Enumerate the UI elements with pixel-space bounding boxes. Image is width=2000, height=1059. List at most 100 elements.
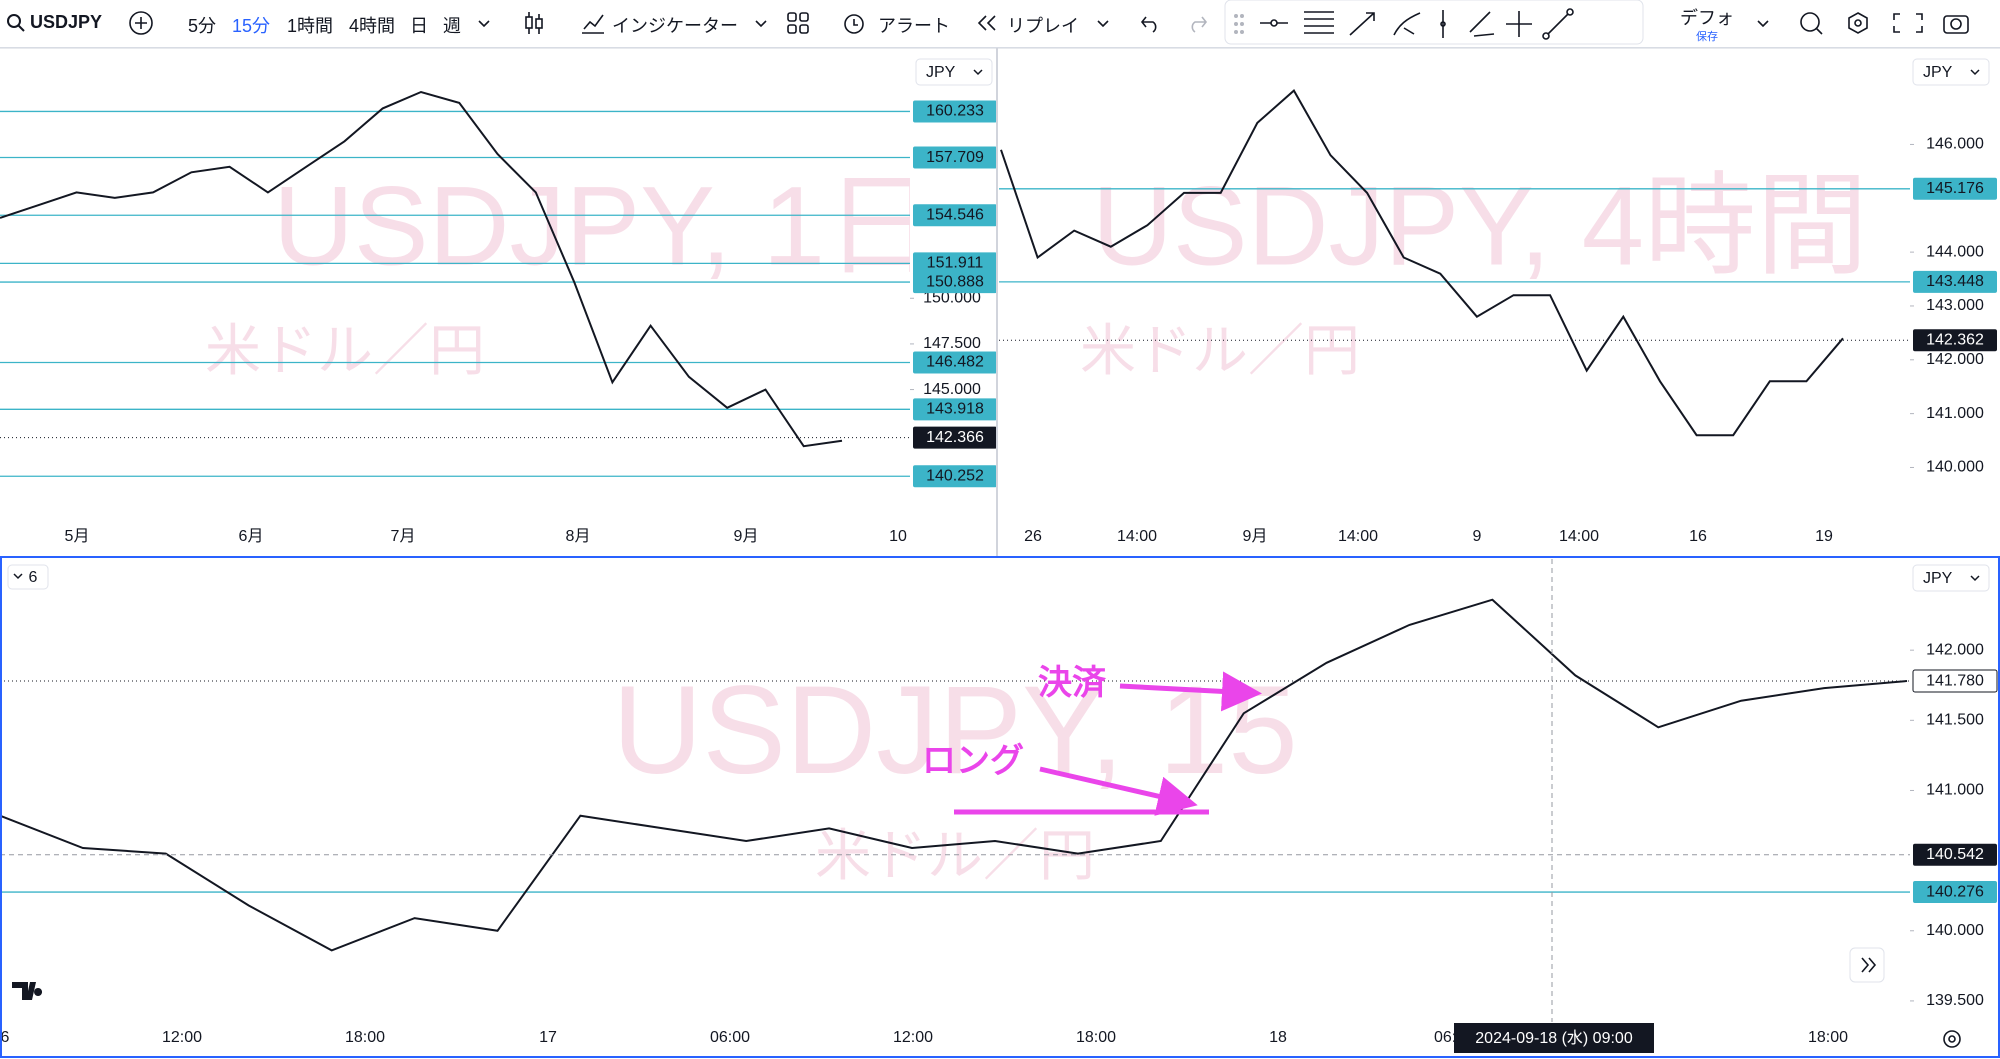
x-tick-label: 18:00 (345, 1029, 385, 1046)
interval[interactable]: 15分 (232, 16, 271, 36)
y-tick-label: 150.000 (923, 289, 981, 306)
price-tag (913, 146, 997, 169)
interval[interactable]: 週 (443, 16, 461, 36)
toolbar: USDJPY 5分 15分 1時間 4時間 日 週 インジケーター アラート リ… (0, 0, 2000, 48)
price-tag-label: 146.482 (926, 354, 984, 371)
interval[interactable]: 4時間 (349, 16, 396, 36)
y-tick-label: 141.000 (1926, 405, 1984, 422)
price-tag-label: 143.918 (926, 401, 984, 418)
last-price-label: 142.366 (926, 429, 984, 446)
currency-chevron (1970, 575, 1980, 582)
arrow (1119, 671, 1262, 712)
toolbar-icons[interactable] (1796, 8, 1996, 38)
panel: USDJPY, 1日米ドル／円150.000147.500145.000160.… (0, 58, 997, 545)
badge[interactable] (7, 564, 49, 590)
chevron[interactable] (1096, 19, 1110, 29)
alert[interactable]: アラート (878, 16, 950, 36)
currency-label: JPY (1923, 570, 1953, 587)
x-tick-label: 18:00 (1808, 1029, 1848, 1046)
currency-button[interactable] (915, 58, 993, 86)
crosshair-price-label: 140.542 (1926, 846, 1984, 863)
x-tick-label: 19 (1815, 528, 1833, 545)
x-tick-label: 6月 (239, 528, 264, 545)
y-tick-label: 141.500 (1926, 712, 1984, 729)
watermark: USDJPY, 1日 (273, 164, 937, 289)
price-tag-label: 150.888 (926, 273, 984, 290)
logo (12, 982, 43, 1000)
currency-button[interactable] (1912, 564, 1990, 592)
replay-icon (977, 15, 996, 31)
indicator-icon (582, 14, 604, 34)
chart-type[interactable] (522, 10, 546, 36)
x-tick-label: 12:00 (162, 1029, 202, 1046)
x-tick-label: 18 (1269, 1029, 1287, 1046)
alert-icon (844, 14, 864, 34)
price-tag (913, 465, 997, 488)
price-line (0, 90, 843, 448)
price-tag (1913, 270, 1997, 293)
price-tag-label: 145.176 (1926, 180, 1984, 197)
chevron[interactable] (754, 19, 768, 29)
replay[interactable]: リプレイ (1007, 16, 1079, 36)
x-tick-label: 18:00 (1076, 1029, 1116, 1046)
annotation: 決済 (1038, 664, 1107, 702)
settings-icon[interactable] (1943, 1030, 1961, 1048)
redo[interactable] (1186, 13, 1208, 33)
watermark-subtitle: 米ドル／円 (205, 319, 485, 382)
arrow (1039, 766, 1198, 816)
interval[interactable]: 5分 (188, 16, 217, 36)
interval[interactable]: 1時間 (287, 16, 334, 36)
last-price-label: 142.362 (1926, 332, 1984, 349)
currency-label: JPY (1923, 64, 1953, 81)
watermark-subtitle: 米ドル／円 (1080, 319, 1360, 382)
scroll-button[interactable] (1849, 947, 1885, 983)
x-tick-label: 16 (1689, 528, 1707, 545)
currency-button[interactable] (1912, 58, 1990, 86)
y-tick-label: 140.000 (1926, 459, 1984, 476)
price-tag (913, 252, 997, 275)
x-tick-label: 14:00 (1338, 528, 1378, 545)
price-tag-label: 151.911 (927, 255, 984, 272)
y-tick-label: 142.000 (1926, 641, 1984, 658)
undo[interactable] (1140, 13, 1162, 33)
x-tick-label: 8月 (566, 528, 591, 545)
chevron[interactable] (477, 19, 491, 29)
indicators[interactable]: インジケーター (612, 16, 738, 36)
currency-chevron (973, 69, 983, 76)
x-tick-label: 26 (1024, 528, 1042, 545)
x-tick-label: 14:00 (1559, 528, 1599, 545)
x-tick-label: 9月 (1243, 528, 1268, 545)
price-line (1000, 89, 1844, 437)
interval[interactable]: 日 (410, 16, 428, 36)
price-tag (913, 100, 997, 123)
currency-chevron (1970, 69, 1980, 76)
y-tick-label: 146.000 (1926, 136, 1984, 153)
y-tick-label: 144.000 (1926, 243, 1984, 260)
crosshair-time-label: 2024-09-18 (水) 09:00 (1475, 1029, 1633, 1047)
search-icon (7, 14, 25, 32)
x-tick-label: 5月 (65, 528, 90, 545)
price-tag-label: 143.448 (1926, 273, 1984, 290)
save[interactable]: 保存 (1696, 31, 1718, 43)
price-tag-label: 140.276 (1926, 883, 1984, 900)
panels: USDJPY, 1日米ドル／円150.000147.500145.000160.… (0, 58, 1998, 1053)
symbol[interactable]: USDJPY (30, 12, 103, 32)
price-tag (1913, 329, 1997, 352)
price-tag-label: 154.546 (926, 207, 984, 224)
layout-name[interactable]: デフォ (1680, 8, 1734, 28)
price-line (0, 598, 1908, 952)
y-tick-label: 141.000 (1926, 782, 1984, 799)
price-tag (1913, 843, 1997, 866)
watermark-subtitle: 米ドル／円 (815, 824, 1095, 887)
layout-icon[interactable] (786, 11, 810, 35)
chevron[interactable] (1756, 19, 1770, 29)
x-tick-label: 14:00 (1117, 528, 1157, 545)
x-tick-label: 9月 (734, 528, 759, 545)
last-price-label: 141.780 (1926, 672, 1984, 689)
add-symbol[interactable] (128, 10, 154, 36)
watermark: USDJPY, 4時間 (1092, 164, 1868, 289)
price-tag (913, 204, 997, 227)
